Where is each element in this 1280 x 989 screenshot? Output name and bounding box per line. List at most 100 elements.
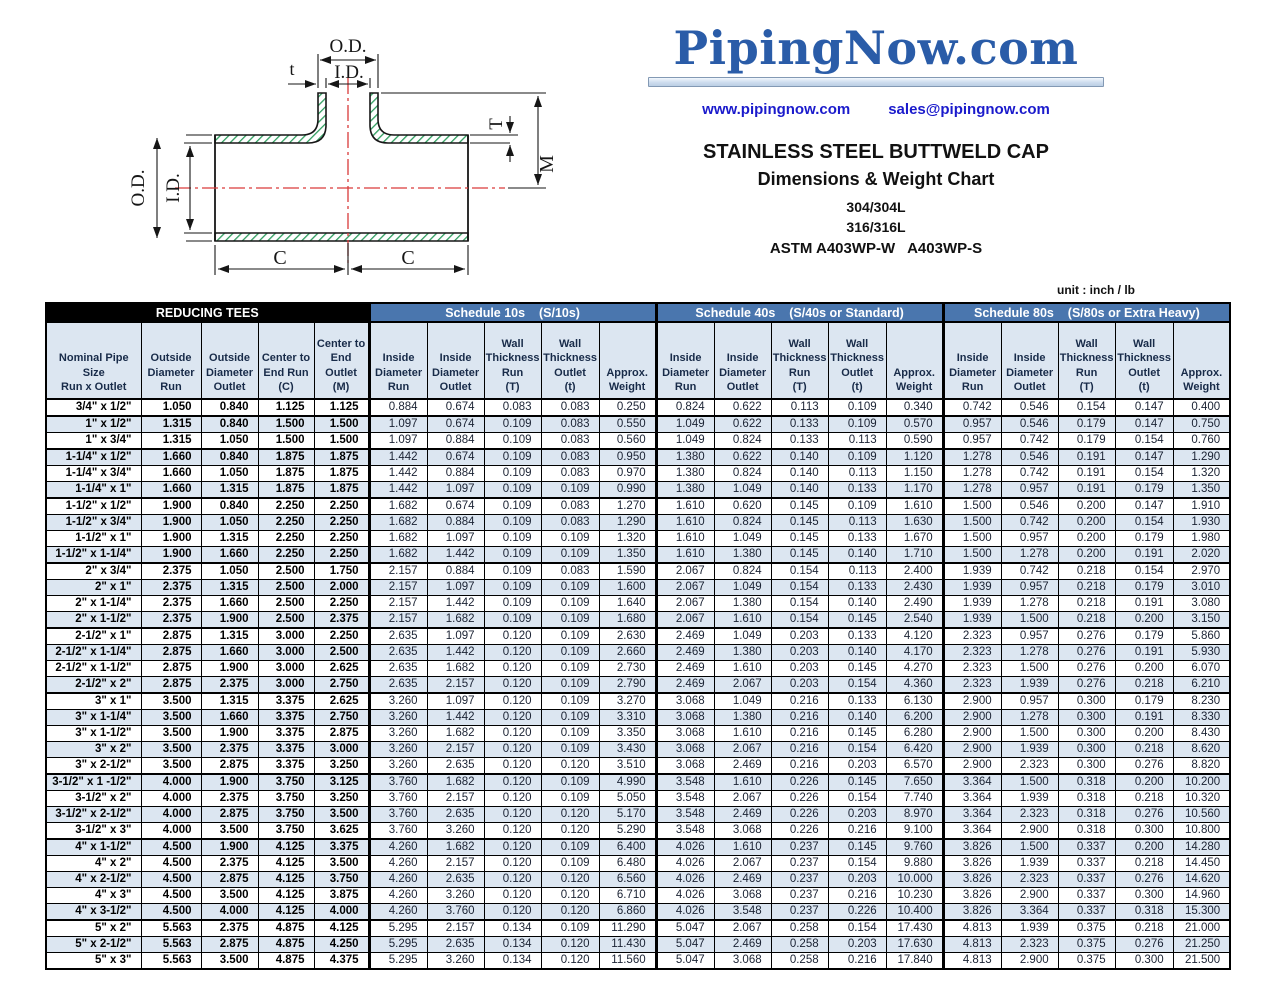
value-cell: 0.300 [1114, 822, 1174, 840]
column-header: Wall Thickness Run (T) [770, 321, 829, 400]
value-cell: 1.380 [713, 595, 772, 612]
value-cell: 2.875 [140, 676, 202, 694]
value-cell: 1.610 [713, 611, 772, 629]
value-cell: 0.083 [540, 562, 600, 580]
value-cell: 1.278 [1000, 644, 1059, 661]
value-cell: 6.710 [598, 887, 657, 904]
value-cell: 2.375 [140, 579, 202, 596]
value-cell: 5.295 [367, 919, 428, 937]
value-cell: 4.000 [140, 790, 202, 807]
value-cell: 4.500 [140, 887, 202, 904]
value-cell: 3.750 [313, 871, 370, 888]
value-cell: 0.203 [770, 660, 829, 677]
value-cell: 0.109 [540, 741, 600, 758]
value-cell: 1.980 [1172, 530, 1231, 547]
value-cell: 3.500 [313, 855, 370, 872]
value-cell: 0.824 [654, 398, 715, 417]
value-cell: 0.250 [598, 398, 657, 417]
value-cell: 0.145 [770, 514, 829, 531]
value-cell: 1.939 [941, 562, 1002, 580]
pipe-size-cell: 2-1/2" x 2" [45, 676, 142, 694]
pipe-size-cell: 3" x 2" [45, 741, 142, 758]
value-cell: 0.622 [713, 415, 772, 433]
value-cell: 2.469 [654, 627, 715, 645]
value-cell: 4.125 [257, 871, 315, 888]
value-cell: 1.910 [1172, 497, 1231, 515]
value-cell: 3.826 [941, 903, 1002, 921]
value-cell: 0.145 [770, 530, 829, 547]
value-cell: 3.068 [654, 741, 715, 758]
value-cell: 0.570 [885, 415, 944, 433]
value-cell: 1.442 [426, 644, 485, 661]
value-cell: 2.900 [941, 725, 1002, 742]
value-cell: 2.067 [713, 676, 772, 694]
value-cell: 14.620 [1172, 871, 1231, 888]
value-cell: 1.900 [140, 514, 202, 531]
column-header: Approx. Weight [1172, 321, 1231, 400]
value-cell: 0.179 [1057, 415, 1116, 433]
value-cell: 2.250 [313, 530, 370, 547]
value-cell: 0.375 [1057, 952, 1116, 970]
value-cell: 3.500 [313, 806, 370, 823]
value-cell: 1.442 [367, 481, 428, 499]
value-cell: 0.300 [1057, 757, 1116, 775]
value-cell: 2.323 [1000, 871, 1059, 888]
value-cell: 0.203 [770, 627, 829, 645]
value-cell: 0.957 [941, 432, 1002, 450]
value-cell: 0.203 [827, 936, 887, 953]
value-cell: 1.682 [426, 773, 485, 791]
pipe-size-cell: 5" x 3" [45, 952, 142, 970]
value-cell: 1.500 [1000, 725, 1059, 742]
value-cell: 1.682 [367, 546, 428, 564]
value-cell: 5.563 [140, 919, 202, 937]
value-cell: 2.630 [598, 627, 657, 645]
table-row: 1" x 1/2" 1.315 0.840 1.500 1.500 1.097 0.674 0… [45, 415, 1231, 433]
value-cell: 17.430 [885, 919, 944, 937]
value-cell: 2.067 [654, 611, 715, 629]
value-cell: 8.620 [1172, 741, 1231, 758]
value-cell: 0.120 [483, 871, 542, 888]
value-cell: 3.548 [654, 822, 715, 840]
value-cell: 0.276 [1057, 660, 1116, 677]
value-cell: 2.067 [713, 919, 772, 937]
value-cell: 0.147 [1114, 398, 1174, 417]
value-cell: 0.824 [713, 432, 772, 450]
value-cell: 0.674 [426, 497, 485, 515]
value-cell: 1.120 [885, 448, 944, 466]
value-cell: 0.120 [540, 952, 600, 970]
column-header: Wall Thickness Outlet (t) [540, 321, 600, 400]
value-cell: 4.000 [140, 822, 202, 840]
value-cell: 2.900 [1000, 952, 1059, 970]
value-cell: 3.068 [654, 725, 715, 742]
value-cell: 0.200 [1114, 725, 1174, 742]
band-schedule-1: Schedule 10s (S/10s) [367, 302, 657, 323]
value-cell: 0.145 [827, 611, 887, 629]
value-cell: 0.590 [885, 432, 944, 450]
value-cell: 1.682 [426, 660, 485, 677]
value-cell: 4.500 [140, 838, 202, 856]
table-row: 2-1/2" x 1" 2.875 1.315 3.000 2.250 2.635 1.09… [45, 627, 1231, 645]
value-cell: 0.109 [483, 562, 542, 580]
value-cell: 0.140 [770, 465, 829, 482]
value-cell: 2.900 [1000, 887, 1059, 904]
value-cell: 0.120 [540, 887, 600, 904]
value-cell: 1.050 [140, 398, 202, 417]
value-cell: 0.083 [540, 415, 600, 433]
value-cell: 1.270 [598, 497, 657, 515]
value-cell: 0.218 [1057, 562, 1116, 580]
value-cell: 2.250 [313, 546, 370, 564]
value-cell: 1.500 [941, 514, 1002, 531]
value-cell: 3.364 [1000, 903, 1059, 921]
value-cell: 3.548 [654, 773, 715, 791]
value-cell: 0.140 [827, 644, 887, 661]
dim-label-t-run: T [486, 118, 507, 130]
value-cell: 2.500 [257, 579, 315, 596]
pipe-size-cell: 4" x 3-1/2" [45, 903, 142, 921]
value-cell: 1.278 [941, 465, 1002, 482]
value-cell: 3.826 [941, 871, 1002, 888]
value-cell: 2.750 [313, 709, 370, 726]
table-row: 2-1/2" x 1-1/4" 2.875 1.660 3.000 2.500 2.635… [45, 644, 1231, 661]
value-cell: 6.560 [598, 871, 657, 888]
value-cell: 0.957 [1000, 530, 1059, 547]
column-header: Approx. Weight [598, 321, 657, 400]
